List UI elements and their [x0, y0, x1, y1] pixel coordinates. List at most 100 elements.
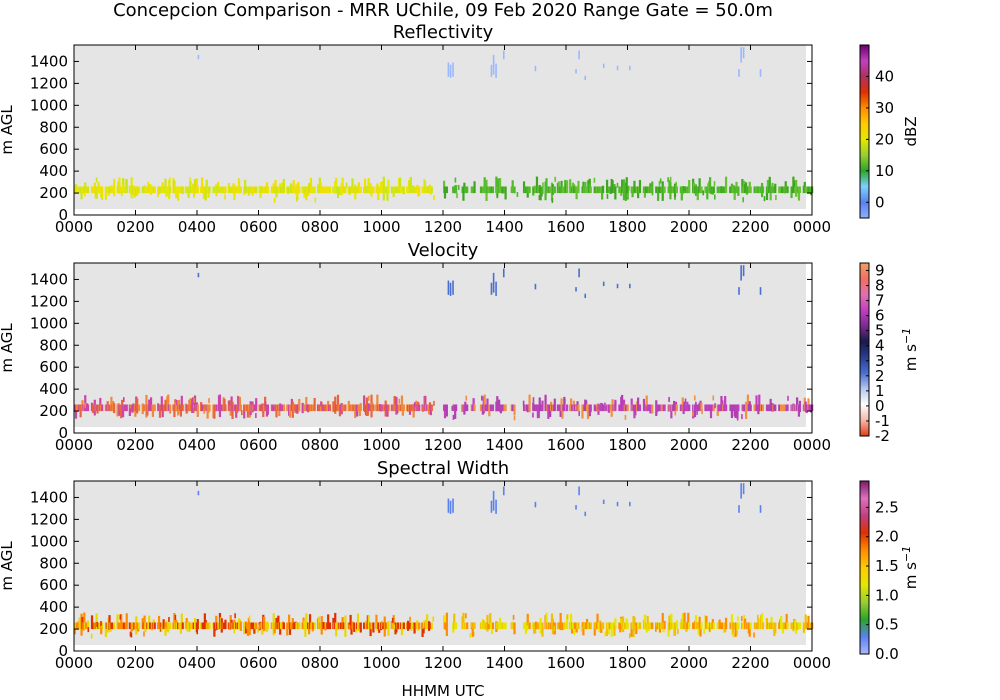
colorbar-tick-label: 10 — [875, 162, 894, 180]
echo-cell — [489, 613, 492, 630]
colorbar-tick-label: -2 — [875, 427, 890, 445]
echo-cell — [749, 186, 752, 194]
upper-echo-cell — [602, 499, 605, 505]
echo-cell — [638, 622, 642, 630]
upper-echo-cell — [449, 282, 452, 296]
echo-cell — [674, 194, 676, 200]
upper-echo-cell — [575, 69, 577, 74]
echo-cell — [224, 194, 226, 200]
echo-cell — [454, 185, 458, 194]
echo-cell — [702, 190, 705, 196]
echo-cell — [483, 394, 486, 412]
upper-echoes — [197, 47, 762, 81]
echo-cell — [714, 403, 716, 409]
echo-cell — [445, 404, 448, 417]
echo-cell — [272, 405, 275, 411]
echo-cell — [328, 186, 332, 194]
colorbar-label-superscript: −1 — [900, 328, 913, 344]
echo-cell — [495, 176, 498, 194]
y-axis-label: m AGL — [0, 105, 16, 155]
echo-cell — [399, 177, 402, 194]
upper-echo-cell — [629, 283, 631, 289]
echo-cell — [381, 621, 383, 627]
echo-cell — [786, 622, 789, 630]
upper-echo-cell — [492, 490, 495, 511]
echo-cell — [153, 622, 156, 630]
echo-cell — [280, 187, 283, 193]
colorbar-tick-label: 20 — [875, 130, 894, 148]
echo-cell — [125, 613, 128, 630]
y-tick-label: 1000 — [30, 532, 68, 550]
echo-cell — [637, 397, 640, 412]
echo-cell — [125, 404, 128, 412]
echo-cell — [566, 615, 569, 630]
x-tick-label: 0000 — [793, 218, 831, 236]
x-tick-label: 1000 — [362, 654, 400, 672]
echo-cell — [74, 404, 78, 419]
echo-cell — [409, 616, 411, 622]
colorbar — [859, 262, 870, 437]
echo-cell — [445, 612, 448, 636]
echo-cell — [423, 178, 426, 194]
y-axis-label: m AGL — [0, 323, 16, 373]
echo-cell — [736, 415, 739, 421]
colorbar-label: dBZ — [902, 116, 920, 146]
echo-cell — [298, 186, 301, 194]
upper-echo-cell — [742, 47, 745, 59]
echo-cell — [541, 622, 544, 637]
echo-cell — [100, 627, 103, 633]
upper-echo-cell — [534, 283, 537, 290]
echo-cell — [95, 177, 98, 183]
y-tick-label: 200 — [39, 402, 68, 420]
colorbar — [859, 480, 870, 655]
colorbar-tick-label: 0.0 — [875, 645, 899, 663]
echo-cell — [466, 622, 469, 630]
echo-cell — [774, 404, 777, 412]
echo-cell — [304, 186, 306, 192]
echo-cell — [113, 403, 116, 414]
echo-cell — [359, 186, 362, 194]
echo-cell — [349, 614, 352, 630]
echo-cell — [308, 614, 312, 630]
echo-cell — [174, 614, 177, 620]
echo-cell — [372, 186, 375, 194]
colorbar — [859, 44, 870, 219]
echo-cell — [614, 401, 617, 407]
upper-echo-cell — [759, 69, 762, 77]
echo-cell — [692, 411, 694, 417]
echo-cell — [616, 182, 619, 188]
upper-echo-cell — [584, 293, 587, 299]
echo-cell — [121, 187, 124, 193]
upper-echo-cell — [738, 505, 740, 513]
y-tick-label: 1400 — [30, 488, 68, 506]
echo-cell — [601, 404, 605, 412]
echo-cell — [130, 632, 133, 638]
x-axis-label: HHMM UTC — [402, 682, 485, 700]
echo-cell — [594, 406, 597, 412]
colorbar-tick-label: 40 — [875, 67, 894, 85]
echo-cell — [90, 615, 94, 630]
y-tick-label: 800 — [39, 118, 68, 136]
x-tick-label: 1200 — [424, 218, 462, 236]
echo-cell — [153, 186, 156, 194]
echo-cell — [472, 631, 475, 637]
echo-cell — [282, 622, 285, 630]
echo-cell — [451, 405, 454, 411]
echo-cell — [137, 404, 141, 412]
y-tick-label: 1400 — [30, 52, 68, 70]
echo-cell — [807, 615, 810, 630]
colorbar-tick-label: 2.0 — [875, 528, 899, 546]
upper-echo-cell — [740, 47, 742, 63]
echo-cell — [181, 186, 184, 194]
x-tick-label: 0200 — [116, 654, 154, 672]
echo-cell — [243, 404, 246, 419]
echo-cell — [655, 626, 657, 632]
echo-cell — [473, 404, 476, 412]
panel-title: Velocity — [408, 240, 479, 261]
echo-cell — [724, 617, 728, 630]
upper-echo-cell — [740, 483, 742, 499]
echo-cell — [513, 622, 516, 635]
echo-cell — [454, 404, 458, 412]
x-tick-label: 2200 — [731, 654, 769, 672]
echo-cell — [344, 186, 347, 194]
